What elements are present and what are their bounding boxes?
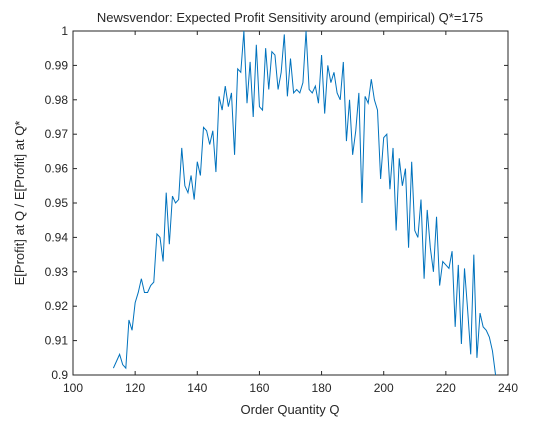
y-axis-label: E[Profit] at Q / E[Profit] at Q* bbox=[12, 121, 27, 286]
x-tick-label: 140 bbox=[187, 381, 207, 395]
y-tick-label: 1 bbox=[61, 24, 68, 38]
y-tick-label: 0.94 bbox=[45, 230, 69, 244]
y-tick-label: 0.98 bbox=[45, 93, 69, 107]
x-tick-label: 100 bbox=[63, 381, 83, 395]
y-tick-label: 0.99 bbox=[45, 58, 69, 72]
chart-title: Newsvendor: Expected Profit Sensitivity … bbox=[97, 10, 483, 25]
y-tick-label: 0.93 bbox=[45, 265, 69, 279]
x-tick-label: 120 bbox=[125, 381, 145, 395]
x-tick-label: 200 bbox=[374, 381, 394, 395]
x-tick-label: 220 bbox=[436, 381, 456, 395]
y-tick-label: 0.91 bbox=[45, 334, 69, 348]
data-line bbox=[112, 30, 497, 376]
y-tick-label: 0.95 bbox=[45, 196, 69, 210]
x-tick-label: 160 bbox=[249, 381, 269, 395]
x-axis-label: Order Quantity Q bbox=[241, 402, 340, 417]
x-tick-label: 180 bbox=[312, 381, 332, 395]
y-tick-label: 0.96 bbox=[45, 162, 69, 176]
plot-box bbox=[72, 30, 509, 376]
y-tick-label: 0.97 bbox=[45, 127, 69, 141]
y-tick-label: 0.9 bbox=[51, 368, 68, 382]
x-tick-label: 240 bbox=[498, 381, 518, 395]
y-tick-label: 0.92 bbox=[45, 299, 69, 313]
